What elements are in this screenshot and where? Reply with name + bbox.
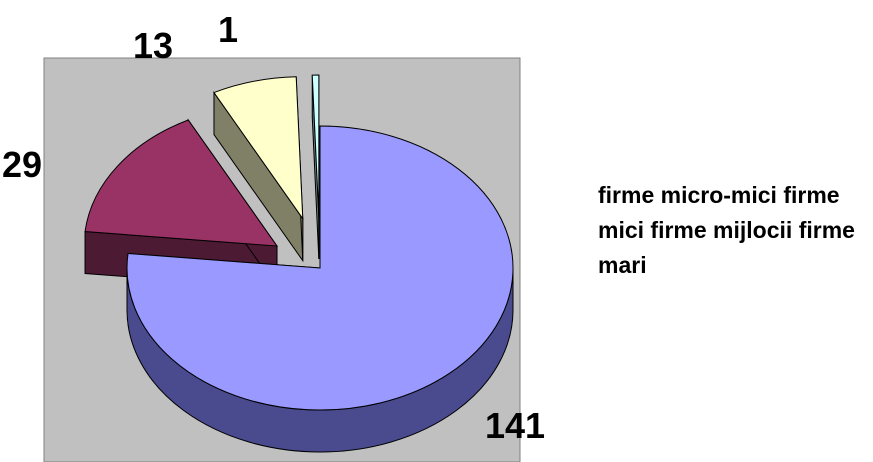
data-label-29: 29 [2,144,42,185]
pie-slice-top-1 [311,74,320,218]
legend-entry-mari: firme mari [598,217,855,278]
pie-slice-1 [311,74,320,260]
data-label-141: 141 [485,405,545,446]
legend-entry-mijlocii: firme mijlocii [650,217,793,243]
legend: firme micro-mici firme mici firme mijloc… [598,178,868,283]
legend-entry-micro-mici: firme micro-mici [598,182,777,208]
data-label-13: 13 [133,25,173,66]
pie-slice-13 [213,76,304,263]
legend-entry-mici: firme mici [598,182,840,243]
pie-slice-141 [126,125,514,453]
pie-slice-top-13 [213,76,304,221]
pie-slice-top-141 [126,125,514,411]
pie-slice-top-29 [84,119,279,247]
data-label-1: 1 [218,9,238,50]
